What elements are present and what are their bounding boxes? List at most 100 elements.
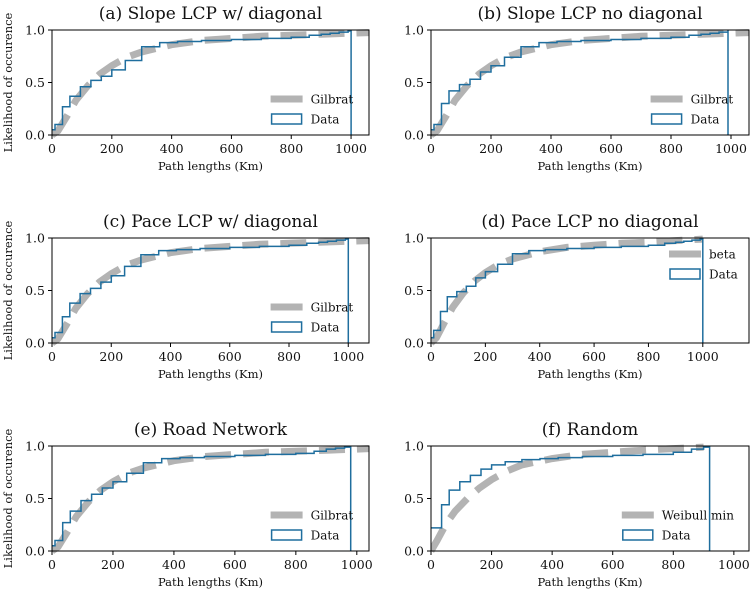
x-tick-label: 1000 xyxy=(687,349,719,364)
data-step-curve xyxy=(52,446,352,551)
data-step-curve xyxy=(52,238,350,343)
x-tick-label: 400 xyxy=(160,141,184,156)
fit-curve xyxy=(431,443,704,553)
x-tick-label: 0 xyxy=(48,349,56,364)
fit-curve xyxy=(431,235,703,346)
legend-fit-label: Gilbrat xyxy=(691,93,734,107)
data-step-curve xyxy=(431,446,711,551)
x-tick-label: 0 xyxy=(427,141,435,156)
x-tick-label: 1000 xyxy=(335,141,367,156)
legend-data-swatch xyxy=(270,113,303,125)
x-tick-label: 800 xyxy=(279,141,303,156)
y-tick-label: 1.0 xyxy=(25,231,45,246)
chart-panel-2: (b) Slope LCP no diagonal 0 200 400 600 800 10… xyxy=(404,4,750,173)
y-tick-label: 1.0 xyxy=(25,439,45,454)
y-axis-label: Likelihood of occurence xyxy=(1,220,15,360)
y-tick-label: 0.0 xyxy=(25,544,45,559)
x-axis-label: Path lengths (Km) xyxy=(158,367,263,381)
y-tick-label: 0.0 xyxy=(25,128,45,143)
x-tick-label: 1000 xyxy=(715,141,747,156)
x-tick-label: 1000 xyxy=(718,557,750,572)
x-tick-label: 600 xyxy=(582,349,606,364)
legend-data-swatch xyxy=(669,268,701,280)
x-tick-label: 800 xyxy=(661,557,685,572)
y-tick-label: 0.5 xyxy=(404,283,424,298)
legend: Gilbrat Data xyxy=(270,301,354,335)
x-tick-label: 600 xyxy=(218,349,242,364)
x-tick-label: 600 xyxy=(223,557,247,572)
x-axis-label: Path lengths (Km) xyxy=(158,575,263,589)
legend: beta Data xyxy=(669,248,738,282)
y-tick-label: 0.5 xyxy=(25,75,45,90)
legend-data-label: Data xyxy=(311,529,340,543)
y-tick-label: 1.0 xyxy=(404,23,424,38)
legend: Weibull min Data xyxy=(621,509,734,543)
legend-fit-label: Gilbrat xyxy=(311,301,354,315)
y-tick-label: 0.5 xyxy=(404,75,424,90)
chart-panel-3: (c) Pace LCP w/ diagonal 0 200 400 600 800 100… xyxy=(1,212,370,381)
x-tick-label: 600 xyxy=(220,141,244,156)
legend-fit-label: Weibull min xyxy=(662,509,734,523)
y-tick-label: 0.5 xyxy=(25,491,45,506)
chart-title: (f) Random xyxy=(542,420,638,440)
y-axis-label: Likelihood of occurence xyxy=(1,428,15,568)
x-tick-label: 800 xyxy=(277,349,301,364)
y-tick-label: 0.0 xyxy=(404,544,424,559)
legend-data-label: Data xyxy=(311,321,340,335)
y-tick-label: 0.0 xyxy=(404,128,424,143)
chart-title: (d) Pace LCP no diagonal xyxy=(481,212,698,232)
x-tick-label: 600 xyxy=(599,141,623,156)
x-axis-label: Path lengths (Km) xyxy=(537,159,642,173)
legend-data-swatch xyxy=(650,113,683,125)
y-tick-label: 1.0 xyxy=(25,23,45,38)
plot-frame xyxy=(430,445,750,552)
chart-panel-6: (f) Random 0 200 400 600 800 1000 0.0 0.5 1.0 Path… xyxy=(404,420,750,589)
x-tick-label: 1000 xyxy=(341,557,373,572)
x-tick-label: 0 xyxy=(427,349,435,364)
x-axis-label: Path lengths (Km) xyxy=(537,367,642,381)
x-tick-label: 800 xyxy=(284,557,308,572)
legend-data-swatch xyxy=(622,529,654,541)
legend-fit-label: Gilbrat xyxy=(311,509,354,523)
x-tick-label: 400 xyxy=(540,557,564,572)
legend-data-swatch xyxy=(270,529,303,541)
x-tick-label: 800 xyxy=(659,141,683,156)
plot-frame xyxy=(430,237,750,344)
x-tick-label: 200 xyxy=(100,141,124,156)
chart-panel-4: (d) Pace LCP no diagonal 0 200 400 600 800 100… xyxy=(404,212,750,381)
x-tick-label: 1000 xyxy=(332,349,364,364)
x-tick-label: 200 xyxy=(479,141,503,156)
x-axis-label: Path lengths (Km) xyxy=(537,575,642,589)
x-tick-label: 800 xyxy=(637,349,661,364)
x-tick-label: 400 xyxy=(539,141,563,156)
x-tick-label: 200 xyxy=(99,349,123,364)
y-tick-label: 0.5 xyxy=(25,283,45,298)
y-tick-label: 0.0 xyxy=(404,336,424,351)
x-tick-label: 0 xyxy=(48,141,56,156)
legend: Gilbrat Data xyxy=(650,93,734,127)
chart-panel-5: (e) Road Network 0 200 400 600 800 1000 0.0 0.5 1… xyxy=(1,420,373,589)
x-tick-label: 600 xyxy=(601,557,625,572)
y-tick-label: 0.5 xyxy=(404,491,424,506)
x-tick-label: 200 xyxy=(473,349,497,364)
data-step-curve xyxy=(52,30,352,135)
x-tick-label: 0 xyxy=(48,557,56,572)
x-tick-label: 400 xyxy=(162,557,186,572)
legend-fit-label: Gilbrat xyxy=(311,93,354,107)
x-tick-label: 200 xyxy=(101,557,125,572)
y-tick-label: 1.0 xyxy=(404,231,424,246)
legend: Gilbrat Data xyxy=(270,509,354,543)
legend-data-label: Data xyxy=(662,529,691,543)
chart-title: (a) Slope LCP w/ diagonal xyxy=(99,4,322,24)
data-step-curve xyxy=(431,30,729,135)
chart-title: (e) Road Network xyxy=(134,420,288,440)
legend-data-label: Data xyxy=(691,113,720,127)
y-tick-label: 0.0 xyxy=(25,336,45,351)
x-tick-label: 200 xyxy=(480,557,504,572)
chart-panel-1: (a) Slope LCP w/ diagonal 0 200 400 600 800 10… xyxy=(1,4,370,173)
x-tick-label: 0 xyxy=(427,557,435,572)
legend: Gilbrat Data xyxy=(270,93,354,127)
legend-data-swatch xyxy=(270,321,303,333)
x-tick-label: 400 xyxy=(159,349,183,364)
